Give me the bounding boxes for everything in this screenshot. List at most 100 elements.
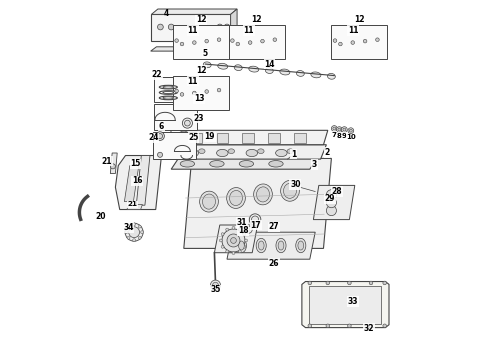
Bar <box>191 133 202 143</box>
Ellipse shape <box>296 71 304 76</box>
Circle shape <box>347 281 351 285</box>
Circle shape <box>227 234 240 247</box>
Circle shape <box>210 280 221 290</box>
Bar <box>229 25 285 59</box>
Circle shape <box>347 324 351 328</box>
Circle shape <box>333 127 336 130</box>
Circle shape <box>125 223 143 241</box>
Circle shape <box>369 324 373 328</box>
Text: 26: 26 <box>269 259 279 268</box>
Text: 2: 2 <box>324 148 330 157</box>
Circle shape <box>238 250 241 253</box>
Text: 21: 21 <box>102 157 112 166</box>
Text: 35: 35 <box>210 285 221 294</box>
Ellipse shape <box>239 241 245 250</box>
Circle shape <box>326 198 337 208</box>
Circle shape <box>125 231 127 234</box>
Circle shape <box>193 91 196 95</box>
Ellipse shape <box>234 65 242 71</box>
Circle shape <box>157 134 163 139</box>
Ellipse shape <box>218 63 228 69</box>
Circle shape <box>129 227 140 238</box>
Circle shape <box>169 24 174 30</box>
Text: 13: 13 <box>194 94 204 103</box>
Text: 14: 14 <box>264 60 275 69</box>
Ellipse shape <box>180 161 195 167</box>
Circle shape <box>217 24 222 30</box>
Circle shape <box>342 127 347 132</box>
Polygon shape <box>302 282 389 328</box>
Polygon shape <box>110 153 117 174</box>
Text: 7: 7 <box>332 132 337 138</box>
Ellipse shape <box>249 66 259 72</box>
Circle shape <box>245 226 252 233</box>
Bar <box>153 132 196 159</box>
Ellipse shape <box>210 161 224 167</box>
Text: 10: 10 <box>346 134 356 140</box>
Ellipse shape <box>275 149 287 157</box>
Circle shape <box>363 39 367 43</box>
Text: 32: 32 <box>364 324 374 333</box>
Bar <box>294 133 306 143</box>
Text: 31: 31 <box>237 218 247 227</box>
Polygon shape <box>171 158 317 169</box>
Polygon shape <box>227 232 315 259</box>
Bar <box>173 25 229 59</box>
Circle shape <box>175 89 178 93</box>
Text: 4: 4 <box>164 9 169 18</box>
Circle shape <box>141 231 144 234</box>
Polygon shape <box>136 156 150 205</box>
Circle shape <box>226 250 229 253</box>
Ellipse shape <box>198 149 205 154</box>
Circle shape <box>251 216 259 223</box>
Polygon shape <box>231 9 237 41</box>
Polygon shape <box>151 9 237 14</box>
Circle shape <box>349 129 352 132</box>
Circle shape <box>185 120 190 126</box>
Circle shape <box>238 228 241 231</box>
Ellipse shape <box>236 238 246 253</box>
Text: 34: 34 <box>123 223 134 232</box>
Circle shape <box>245 239 247 242</box>
Ellipse shape <box>163 97 174 99</box>
Polygon shape <box>215 225 258 253</box>
Ellipse shape <box>281 180 299 201</box>
Text: 12: 12 <box>252 15 262 24</box>
Text: 20: 20 <box>95 212 105 221</box>
Ellipse shape <box>266 68 273 73</box>
Circle shape <box>157 24 163 30</box>
Ellipse shape <box>269 161 283 167</box>
Circle shape <box>205 39 208 43</box>
Circle shape <box>243 246 246 248</box>
Ellipse shape <box>256 187 270 202</box>
Text: 9: 9 <box>342 133 347 139</box>
Circle shape <box>226 228 229 231</box>
Text: 15: 15 <box>130 159 141 168</box>
Circle shape <box>177 131 190 144</box>
Circle shape <box>156 132 164 140</box>
Circle shape <box>138 225 141 228</box>
Circle shape <box>181 96 190 105</box>
Circle shape <box>231 238 236 243</box>
Ellipse shape <box>296 238 306 253</box>
Ellipse shape <box>163 86 174 88</box>
Circle shape <box>348 128 354 134</box>
Bar <box>154 77 182 102</box>
Bar <box>154 104 197 130</box>
Circle shape <box>180 93 184 96</box>
Ellipse shape <box>278 241 284 250</box>
Text: 11: 11 <box>244 26 254 35</box>
Circle shape <box>213 282 219 288</box>
Text: 8: 8 <box>337 133 342 139</box>
Ellipse shape <box>280 69 290 75</box>
Circle shape <box>217 88 221 92</box>
Circle shape <box>182 118 193 128</box>
Text: 23: 23 <box>194 114 204 122</box>
Bar <box>243 133 254 143</box>
Circle shape <box>248 41 252 44</box>
Text: 33: 33 <box>348 297 358 306</box>
Polygon shape <box>127 204 143 210</box>
Text: 27: 27 <box>269 222 279 231</box>
Ellipse shape <box>287 149 294 154</box>
Text: 12: 12 <box>196 66 206 75</box>
